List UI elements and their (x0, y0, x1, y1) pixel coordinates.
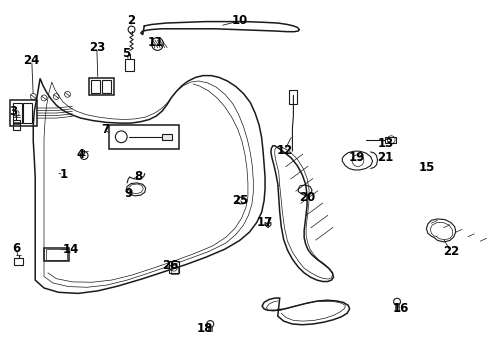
Bar (91, 80, 100, 93)
Text: 4: 4 (77, 148, 84, 161)
Text: 23: 23 (88, 41, 105, 54)
Text: 24: 24 (23, 54, 40, 67)
Bar (288, 90, 297, 104)
Bar (124, 59, 134, 71)
Text: 10: 10 (231, 14, 247, 27)
Text: 13: 13 (377, 137, 394, 150)
Text: 16: 16 (392, 302, 408, 315)
Text: 6: 6 (12, 242, 20, 255)
Text: 17: 17 (256, 216, 273, 229)
Text: 25: 25 (232, 194, 248, 207)
Text: 2: 2 (127, 14, 135, 27)
Bar (13, 103, 21, 123)
Bar (23, 103, 32, 123)
Bar (44, 248, 69, 261)
Bar (162, 134, 172, 140)
Bar (10, 100, 37, 126)
Bar (170, 267, 177, 274)
Text: 9: 9 (124, 187, 132, 200)
Bar (102, 80, 110, 93)
Text: 12: 12 (276, 144, 292, 157)
Bar (208, 326, 212, 331)
Text: 8: 8 (134, 170, 142, 183)
Text: 14: 14 (62, 243, 79, 256)
Bar (394, 303, 398, 310)
Bar (168, 261, 179, 273)
Text: 22: 22 (442, 245, 458, 258)
Bar (13, 120, 20, 130)
Bar (385, 137, 395, 143)
Text: 21: 21 (376, 151, 393, 164)
Bar (14, 258, 23, 265)
Text: 11: 11 (147, 36, 163, 49)
Text: 15: 15 (417, 161, 434, 174)
Text: 7: 7 (101, 123, 109, 136)
Bar (89, 78, 114, 95)
Bar (108, 125, 179, 149)
Text: 26: 26 (162, 259, 178, 272)
Text: 1: 1 (60, 168, 67, 181)
Bar (46, 249, 67, 260)
Text: 3: 3 (10, 105, 18, 118)
Text: 20: 20 (298, 191, 315, 204)
Text: 18: 18 (196, 322, 212, 335)
Text: 19: 19 (348, 151, 365, 164)
Text: 5: 5 (122, 47, 130, 60)
